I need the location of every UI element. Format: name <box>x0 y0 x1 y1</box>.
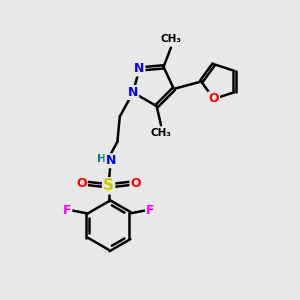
Text: F: F <box>63 204 71 217</box>
Text: N: N <box>128 86 138 99</box>
Text: N: N <box>134 62 145 76</box>
Text: S: S <box>103 178 114 193</box>
Text: O: O <box>130 177 141 190</box>
Text: N: N <box>106 154 116 167</box>
Text: CH₃: CH₃ <box>160 34 182 44</box>
Text: CH₃: CH₃ <box>151 128 172 139</box>
Text: O: O <box>208 92 219 105</box>
Text: H: H <box>97 154 106 164</box>
Text: F: F <box>146 204 154 217</box>
Text: O: O <box>76 177 87 190</box>
